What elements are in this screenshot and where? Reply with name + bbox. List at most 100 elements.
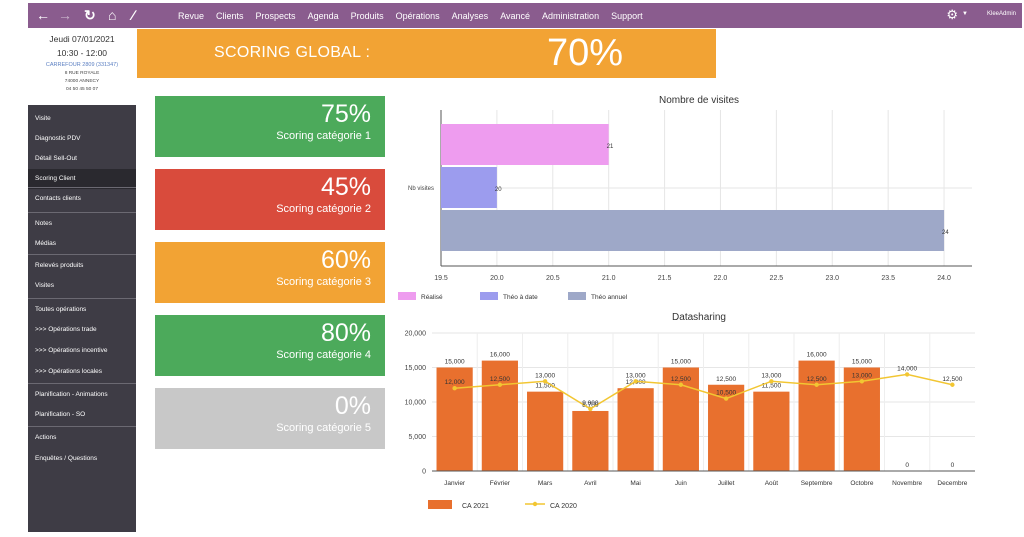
menu-item-produits[interactable]: Produits — [350, 10, 384, 21]
home-icon[interactable]: ⌂ — [108, 7, 117, 23]
menu-item-clients[interactable]: Clients — [216, 10, 244, 21]
category-score-label: Scoring catégorie 1 — [276, 130, 371, 142]
legend-label: CA 2020 — [550, 503, 577, 510]
category-score-label: Scoring catégorie 2 — [276, 203, 371, 215]
menu-item-agenda[interactable]: Agenda — [307, 10, 339, 21]
bar-septembre — [798, 360, 835, 471]
category-score-value: 75% — [320, 100, 371, 128]
line-value-label: 12,500 — [490, 376, 510, 383]
line-point — [542, 379, 548, 384]
line-value-label: 10,500 — [716, 390, 736, 397]
datasharing-chart: Datasharing 0 5,000 10,000 15,000 20,000 15,00… — [390, 307, 980, 522]
sidebar-item-notes[interactable]: Notes — [35, 220, 52, 227]
store-phone: 04 50 45 50 07 — [65, 87, 98, 92]
sidebar-item-releves-produits[interactable]: Relevés produits — [35, 262, 84, 269]
category-score-value: 60% — [320, 246, 371, 274]
sidebar-divider — [28, 212, 136, 213]
sidebar-item-operations-locales[interactable]: >>> Opérations locales — [35, 368, 103, 375]
line-point — [678, 382, 684, 387]
x-tick-label: Janvier — [444, 480, 466, 487]
category-score-card: 0% Scoring catégorie 5 — [155, 388, 385, 449]
bar-theo-annuel — [441, 210, 945, 251]
sidebar-item-enquetes-questions[interactable]: Enquêtes / Questions — [35, 455, 98, 462]
legend-swatch-theo-a-date — [480, 292, 498, 300]
x-tick-label: Avril — [584, 480, 597, 487]
legend-label: Théo à date — [503, 294, 538, 301]
store-link[interactable]: CARREFOUR 2809 (331347) — [45, 62, 119, 68]
category-score-value: 80% — [320, 319, 371, 347]
store-address-line2: 74000 ANNECY — [64, 79, 100, 84]
bar-value-label: 24 — [942, 230, 949, 236]
user-name[interactable]: KleeAdmin — [986, 11, 1016, 17]
visit-time: 10:30 - 12:00 — [56, 48, 108, 58]
bar-value-label: 20 — [495, 187, 502, 193]
sidebar-item-diagnostic-pdv[interactable]: Diagnostic PDV — [35, 135, 81, 142]
x-tick-label: 22.0 — [714, 275, 728, 282]
line-point — [904, 372, 910, 377]
bar-value-label: 12,500 — [716, 376, 736, 383]
bar-theo-a-date — [441, 167, 497, 208]
sidebar-item-medias[interactable]: Médias — [35, 240, 56, 247]
bar-value-label: 8,700 — [582, 402, 599, 409]
magic-wand-icon[interactable]: ∕ — [132, 7, 135, 23]
sidebar-item-actions[interactable]: Actions — [35, 434, 57, 441]
bar-value-label: 15,000 — [445, 359, 465, 366]
line-value-label: 13,000 — [852, 372, 872, 379]
bar-value-label: 11,500 — [762, 383, 782, 390]
line-point — [452, 386, 457, 391]
bar-value-label: 16,000 — [807, 352, 827, 359]
menu-item-analyses[interactable]: Analyses — [451, 10, 489, 21]
back-arrow-icon[interactable]: ← — [36, 7, 50, 23]
legend-marker-ca-2020 — [532, 501, 538, 507]
line-value-label: 13,000 — [626, 372, 646, 379]
sidebar-item-toutes-operations[interactable]: Toutes opérations — [35, 306, 87, 313]
sidebar-item-visite[interactable]: Visite — [35, 115, 51, 122]
visits-chart: Nombre de visites 19.5 20.0 20.5 21.0 21.5 22.… — [390, 88, 980, 311]
menu-item-administration[interactable]: Administration — [542, 10, 600, 21]
category-score-value: 45% — [320, 173, 371, 201]
category-score-label: Scoring catégorie 4 — [276, 349, 371, 361]
sidebar-item-detail-sell-out[interactable]: Détail Sell-Out — [35, 155, 77, 162]
sidebar: Jeudi 07/01/2021 10:30 - 12:00 CARREFOUR… — [28, 28, 136, 532]
legend-label: Théo annuel — [591, 294, 628, 301]
forward-arrow-icon[interactable]: → — [58, 7, 72, 23]
menu-item-support[interactable]: Support — [611, 10, 643, 21]
bar-value-label: 16,000 — [490, 352, 510, 359]
global-score-label: SCORING GLOBAL : — [214, 44, 371, 61]
sidebar-item-contacts-clients[interactable]: Contacts clients — [35, 195, 81, 202]
menu-item-prospects[interactable]: Prospects — [255, 10, 296, 21]
line-point — [633, 379, 638, 384]
legend-swatch-theo-annuel — [568, 292, 586, 300]
sidebar-item-operations-trade[interactable]: >>> Opérations trade — [35, 326, 97, 333]
x-tick-label: 21.5 — [658, 275, 672, 282]
bar-value-label: 15,000 — [852, 359, 872, 366]
sidebar-item-planification-animations[interactable]: Planification - Animations — [35, 391, 108, 398]
x-tick-label: Septembre — [801, 480, 833, 487]
bar-octobre — [843, 367, 880, 471]
bar-value-label: 21 — [607, 144, 614, 150]
x-tick-label: Decembre — [937, 480, 967, 487]
menu-item-avance[interactable]: Avancé — [500, 10, 531, 21]
x-tick-label: 23.0 — [825, 275, 839, 282]
menu-item-operations[interactable]: Opérations — [395, 10, 440, 21]
sidebar-divider — [28, 426, 136, 427]
line-point — [588, 406, 593, 412]
gear-icon[interactable]: ⚙ — [946, 7, 958, 22]
sidebar-item-operations-incentive[interactable]: >>> Opérations incentive — [35, 347, 108, 354]
bar-avril — [572, 410, 609, 471]
sidebar-item-planification-so[interactable]: Planification - SO — [35, 411, 86, 418]
line-point — [950, 382, 955, 387]
refresh-icon[interactable]: ↻ — [84, 7, 96, 23]
sidebar-item-scoring-client[interactable]: Scoring Client — [28, 169, 136, 189]
sidebar-item-visites[interactable]: Visites — [35, 282, 55, 289]
bar-value-label: 11,500 — [535, 383, 555, 390]
chevron-down-icon[interactable]: ▼ — [962, 11, 968, 17]
line-point — [723, 396, 729, 401]
bar-value-label: 0 — [905, 462, 909, 469]
x-tick-label: 24.0 — [937, 275, 951, 282]
x-tick-label: Mai — [630, 480, 640, 487]
line-value-label: 9,000 — [582, 400, 599, 407]
menu-item-revue[interactable]: Revue — [178, 10, 205, 21]
x-tick-label: 20.5 — [546, 275, 560, 282]
category-score-value: 0% — [334, 392, 371, 420]
